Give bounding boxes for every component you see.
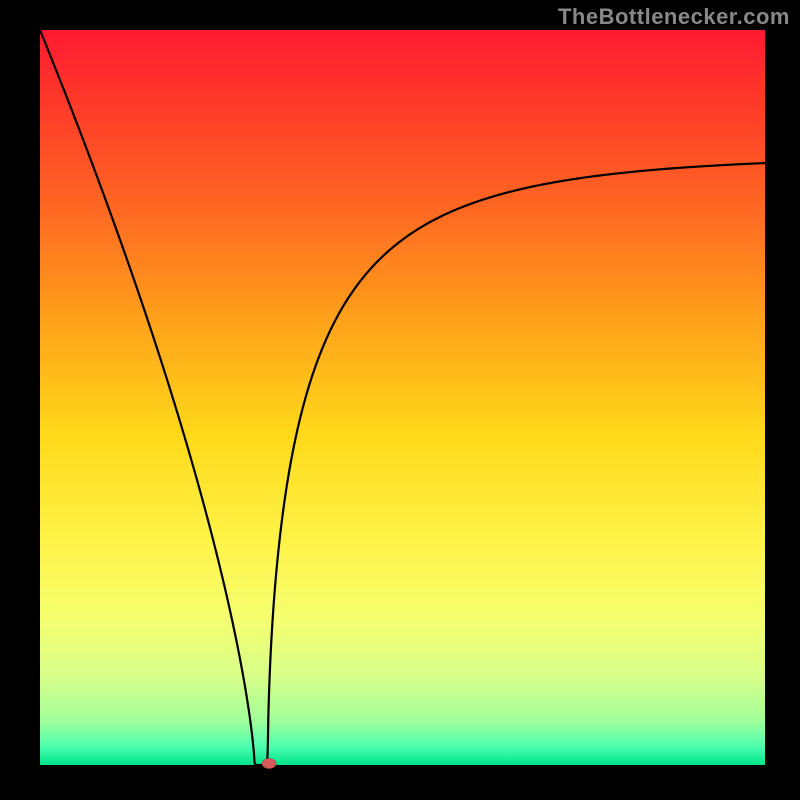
plot-background [40, 30, 765, 765]
optimal-point-marker [262, 759, 276, 769]
bottleneck-chart [0, 0, 800, 800]
chart-container: TheBottlenecker.com [0, 0, 800, 800]
watermark-text: TheBottlenecker.com [558, 4, 790, 30]
